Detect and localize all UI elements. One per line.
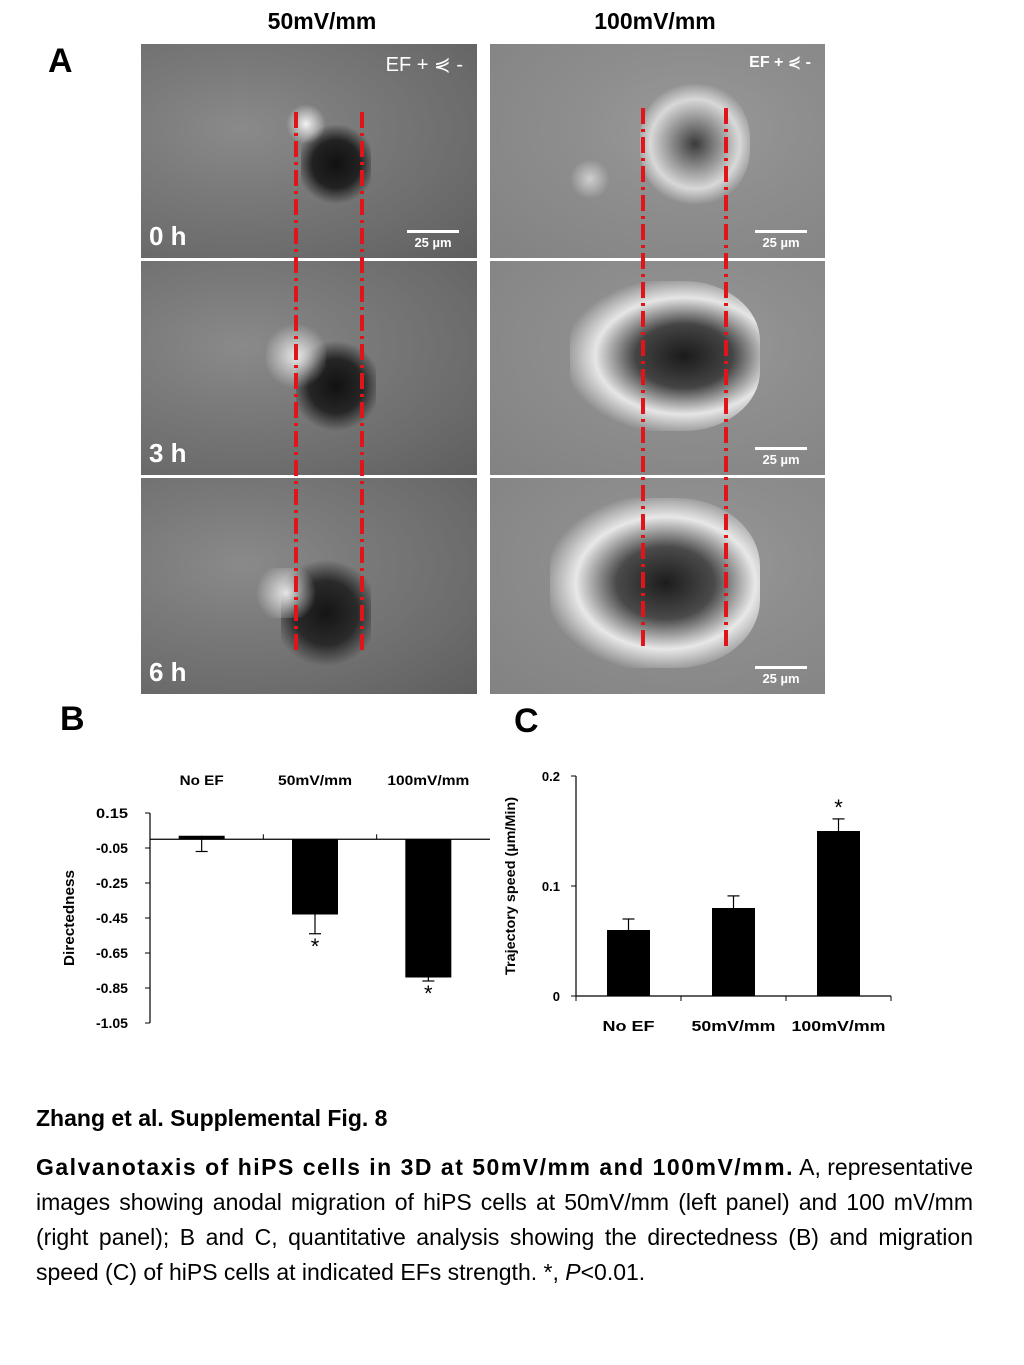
cell-shape bbox=[570, 281, 760, 431]
category-label: 50mV/mm bbox=[278, 772, 352, 788]
y-tick-label: 0 bbox=[553, 989, 560, 1004]
column-title-50mv: 50mV/mm bbox=[267, 8, 377, 34]
bar bbox=[817, 831, 860, 996]
y-tick-label: -0.45 bbox=[96, 910, 128, 926]
y-tick-label: -0.65 bbox=[96, 945, 128, 961]
y-tick-label: -0.85 bbox=[96, 980, 128, 996]
y-axis-label: Directedness bbox=[61, 870, 78, 966]
category-label: 100mV/mm bbox=[387, 772, 469, 788]
micrograph-50mv-6h: 6 h bbox=[141, 478, 477, 694]
micrograph-100mv-3h: 25 µm bbox=[490, 261, 825, 475]
category-label: 100mV/mm bbox=[792, 1018, 886, 1035]
column-title-100mv: 100mV/mm bbox=[594, 8, 716, 34]
bar bbox=[405, 839, 452, 978]
scale-bar: 25 µm bbox=[755, 447, 807, 467]
y-tick-label: 0.2 bbox=[542, 769, 560, 784]
micrograph-100mv-0h: EF + ⋞ - 25 µm bbox=[490, 44, 825, 258]
time-label-6h: 6 h bbox=[149, 657, 187, 687]
caption-p-symbol: P bbox=[565, 1259, 581, 1285]
directedness-chart: 0.15 -0.05 -0.25 -0.45 -0.65 -0.85 -1.05 No EF 5… bbox=[61, 772, 490, 1031]
caption-lead: Galvanotaxis of hiPS cells in 3D at 50mV… bbox=[36, 1154, 794, 1180]
y-tick-label: -1.05 bbox=[96, 1015, 128, 1031]
scale-bar: 25 µm bbox=[407, 230, 459, 250]
time-label-0h: 0 h bbox=[149, 221, 187, 251]
trajectory-speed-chart: 0.2 0.1 0 No EF 50mV/mm 100mV/mm * Trajectory s… bbox=[502, 769, 892, 1035]
bar bbox=[712, 908, 755, 996]
panel-letter-a: A bbox=[48, 42, 73, 80]
bar bbox=[292, 839, 338, 915]
reference-lines bbox=[294, 108, 728, 652]
caption-body: A, representative images showing anodal … bbox=[36, 1154, 973, 1285]
bar bbox=[607, 930, 650, 996]
ef-direction-label: EF + ⋞ - bbox=[385, 54, 463, 76]
category-label: No EF bbox=[603, 1018, 655, 1035]
category-label: 50mV/mm bbox=[692, 1018, 776, 1035]
y-tick-label: -0.25 bbox=[96, 875, 128, 891]
significance-star: * bbox=[834, 795, 843, 820]
caption-p-value: <0.01. bbox=[580, 1259, 646, 1285]
significance-star: * bbox=[424, 981, 433, 1006]
category-label: No EF bbox=[180, 772, 224, 788]
y-tick-label: 0.15 bbox=[96, 805, 128, 821]
y-axis-label: Trajectory speed (µm/Min) bbox=[502, 797, 518, 975]
figure-caption: Galvanotaxis of hiPS cells in 3D at 50mV… bbox=[36, 1150, 973, 1290]
cell-shape bbox=[640, 84, 750, 204]
significance-star: * bbox=[311, 934, 320, 959]
y-tick-label: 0.1 bbox=[542, 879, 560, 894]
cell-debris bbox=[570, 159, 610, 199]
panel-letter-c: C bbox=[514, 702, 539, 740]
figure-title: Zhang et al. Supplemental Fig. 8 bbox=[36, 1105, 388, 1131]
scale-bar: 25 µm bbox=[755, 230, 807, 250]
panel-letter-b: B bbox=[60, 700, 85, 738]
scale-bar: 25 µm bbox=[755, 666, 807, 686]
micrograph-50mv-0h: EF + ⋞ - 0 h 25 µm bbox=[141, 44, 477, 258]
y-tick-label: -0.05 bbox=[96, 840, 128, 856]
cell-halo bbox=[286, 104, 326, 144]
time-label-3h: 3 h bbox=[149, 438, 187, 468]
cell-halo bbox=[251, 568, 321, 618]
ef-direction-label: EF + ⋞ - bbox=[749, 54, 811, 71]
